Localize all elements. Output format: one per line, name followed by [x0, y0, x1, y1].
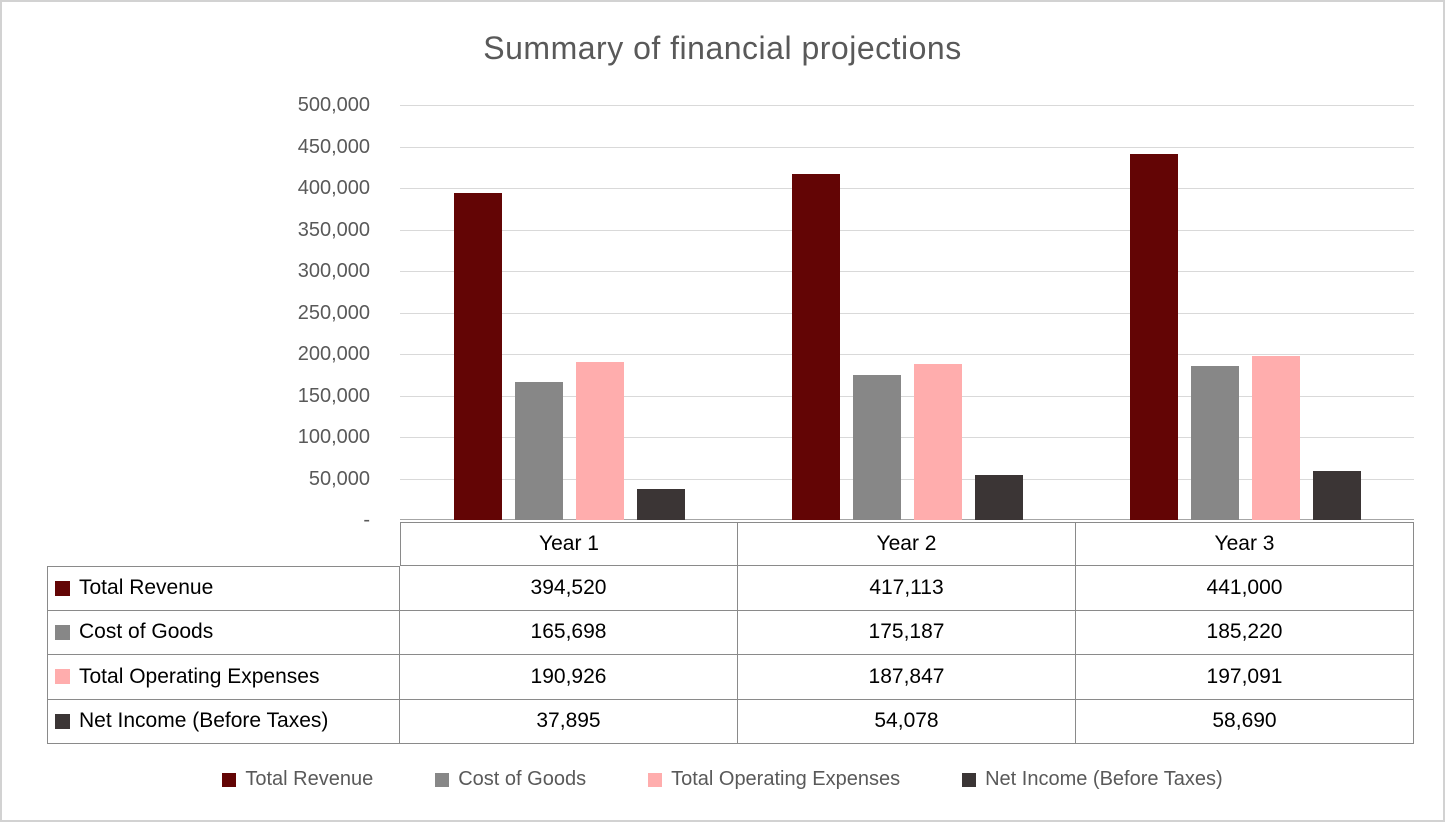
legend: Total Revenue Cost of Goods Total Operat… [2, 768, 1443, 791]
value-total-operating-expenses-year-2: 187,847 [738, 655, 1076, 700]
y-axis-tick: 50,000 [308, 467, 370, 490]
bar-total-revenue-year-2 [791, 173, 840, 520]
value-total-revenue-year-1: 394,520 [400, 566, 738, 611]
gridline [400, 229, 1414, 231]
value-cost-of-goods-year-1: 165,698 [400, 610, 738, 655]
bar-clusters [400, 105, 1414, 520]
legend-item-total-revenue: Total Revenue [222, 768, 373, 791]
y-axis-tick: 150,000 [297, 384, 370, 407]
cluster-year-1 [400, 105, 738, 520]
row-label-net-income: Net Income (Before Taxes) [47, 699, 400, 744]
gridline [400, 312, 1414, 314]
legend-item-total-operating-expenses: Total Operating Expenses [648, 768, 900, 791]
legend-label: Net Income (Before Taxes) [985, 768, 1223, 790]
x-axis-line [400, 519, 1414, 520]
table-header-year-3: Year 3 [1076, 522, 1414, 566]
table-header-year-1: Year 1 [400, 522, 738, 566]
y-axis-tick: - [363, 509, 370, 531]
bar-total-operating-expenses-year-2 [913, 364, 962, 520]
row-label-text: Total Operating Expenses [79, 664, 320, 688]
gridline [400, 354, 1414, 355]
y-axis-tick: 250,000 [297, 301, 370, 324]
value-net-income-year-2: 54,078 [738, 699, 1076, 744]
gridline [400, 146, 1414, 148]
row-label-text: Total Revenue [79, 576, 214, 600]
row-label-cost-of-goods: Cost of Goods [47, 610, 400, 655]
table-corner-spacer [47, 522, 400, 566]
bar-net-income-before-taxes-year-2 [974, 475, 1023, 520]
total-operating-expenses-swatch-icon [55, 669, 70, 685]
y-axis-tick: 100,000 [297, 426, 370, 448]
value-total-revenue-year-2: 417,113 [738, 566, 1076, 611]
total-operating-expenses-legend-swatch-icon [648, 772, 663, 787]
value-cost-of-goods-year-2: 175,187 [738, 610, 1076, 655]
legend-item-cost-of-goods: Cost of Goods [435, 768, 586, 791]
legend-label: Total Revenue [245, 768, 374, 790]
row-label-total-operating-expenses: Total Operating Expenses [47, 655, 400, 700]
cost-of-goods-legend-swatch-icon [435, 772, 450, 787]
value-total-operating-expenses-year-3: 197,091 [1076, 655, 1414, 700]
gridline [400, 105, 1414, 106]
gridline [400, 271, 1414, 272]
y-axis-tick: 450,000 [297, 135, 370, 158]
bar-net-income-before-taxes-year-3 [1312, 471, 1361, 520]
bar-cost-of-goods-year-1 [514, 382, 563, 520]
value-total-revenue-year-3: 441,000 [1076, 566, 1414, 611]
bar-total-revenue-year-1 [453, 192, 502, 520]
cluster-year-2 [738, 105, 1076, 520]
table-header-year-2: Year 2 [738, 522, 1076, 566]
y-axis: 500,000 450,000 400,000 350,000 300,000 … [182, 94, 370, 531]
legend-label: Total Operating Expenses [671, 768, 901, 790]
value-net-income-year-1: 37,895 [400, 699, 738, 744]
y-axis-tick: 350,000 [297, 218, 370, 241]
total-revenue-swatch-icon [55, 580, 70, 596]
gridline [400, 437, 1414, 438]
cluster-year-3 [1076, 105, 1414, 520]
bar-cost-of-goods-year-2 [852, 374, 901, 520]
y-axis-tick: 500,000 [297, 94, 370, 116]
bar-cost-of-goods-year-3 [1190, 366, 1239, 520]
y-axis-tick: 400,000 [297, 177, 370, 199]
row-label-total-revenue: Total Revenue [47, 566, 400, 611]
plot-area [400, 105, 1414, 520]
net-income-swatch-icon [55, 713, 70, 729]
bar-total-operating-expenses-year-3 [1251, 356, 1300, 520]
cost-of-goods-swatch-icon [55, 624, 70, 640]
value-cost-of-goods-year-3: 185,220 [1076, 610, 1414, 655]
y-axis-tick: 200,000 [297, 343, 370, 365]
row-label-text: Net Income (Before Taxes) [79, 709, 329, 733]
bar-total-operating-expenses-year-1 [575, 361, 624, 520]
chart-title: Summary of financial projections [483, 30, 962, 66]
bar-total-revenue-year-3 [1129, 153, 1178, 520]
gridline [400, 395, 1414, 397]
total-revenue-legend-swatch-icon [222, 772, 237, 787]
value-net-income-year-3: 58,690 [1076, 699, 1414, 744]
value-total-operating-expenses-year-1: 190,926 [400, 655, 738, 700]
gridline [400, 188, 1414, 189]
legend-item-net-income: Net Income (Before Taxes) [962, 768, 1223, 791]
y-axis-tick: 300,000 [297, 260, 370, 282]
bar-net-income-before-taxes-year-1 [636, 488, 685, 520]
row-label-text: Cost of Goods [79, 620, 214, 644]
net-income-legend-swatch-icon [962, 772, 977, 787]
data-table: Year 1 Year 2 Year 3 Total Revenue 394,5… [47, 522, 1414, 744]
legend-label: Cost of Goods [458, 768, 587, 790]
gridline [400, 478, 1414, 480]
